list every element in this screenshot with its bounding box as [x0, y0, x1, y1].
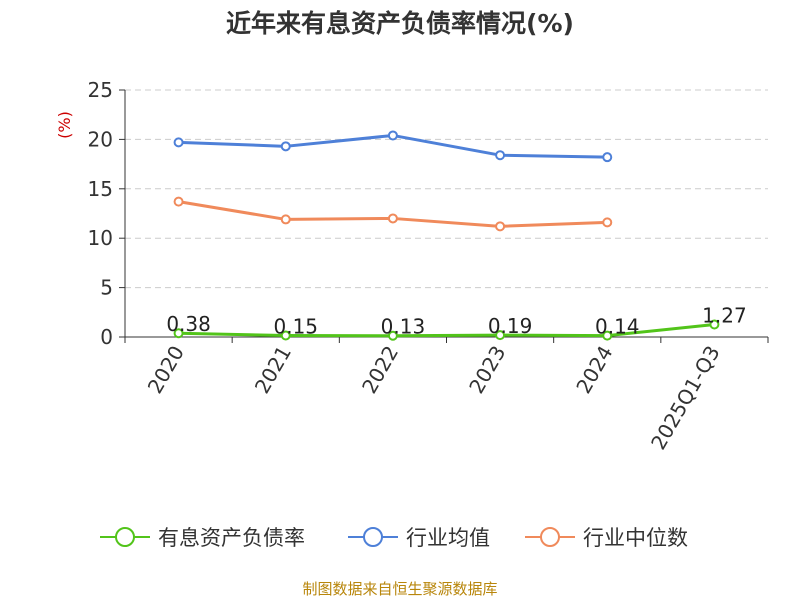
data-point — [495, 330, 506, 341]
data-point — [387, 213, 398, 224]
x-tick-label: 2020 — [143, 342, 189, 398]
data-label: 1.27 — [702, 303, 747, 327]
data-label: 0.14 — [595, 315, 640, 339]
legend-item: 有息资产负债率 — [100, 526, 305, 550]
chart-title: 近年来有息资产负债率情况(%) — [226, 9, 574, 38]
y-tick-label: 5 — [100, 276, 113, 300]
legend-item: 行业均值 — [348, 526, 490, 550]
source-note: 制图数据来自恒生聚源数据库 — [302, 580, 498, 598]
series-lines — [173, 130, 720, 341]
y-tick-label: 0 — [100, 325, 113, 349]
data-point — [280, 214, 291, 225]
legend-label: 有息资产负债率 — [158, 526, 305, 550]
data-labels: 0.38 0.15 0.13 0.19 0.14 1.27 — [166, 303, 746, 338]
x-tick-label: 2023 — [464, 342, 510, 398]
data-point — [602, 330, 613, 341]
legend-marker — [363, 527, 383, 547]
legend-label: 行业均值 — [406, 526, 490, 550]
data-point — [173, 137, 184, 148]
data-label: 0.15 — [273, 315, 318, 339]
data-point — [387, 330, 398, 341]
grid-lines — [125, 89, 768, 289]
y-tick-label: 20 — [88, 127, 113, 151]
data-point — [495, 150, 506, 161]
axes: 0 5 10 15 20 25 (%) 2020 2021 2022 2023 2024 2025Q1-… — [55, 78, 769, 454]
y-axis-label: (%) — [55, 111, 74, 139]
y-tick-label: 10 — [88, 226, 113, 250]
data-point — [602, 217, 613, 228]
data-label: 0.19 — [488, 314, 533, 338]
series-line — [178, 322, 715, 338]
x-tick-label: 2024 — [571, 342, 617, 398]
data-point — [173, 196, 184, 207]
data-point — [495, 221, 506, 232]
legend-item: 行业中位数 — [525, 526, 688, 550]
data-point — [602, 152, 613, 163]
data-label: 0.13 — [381, 315, 426, 339]
data-point — [280, 330, 291, 341]
legend-marker — [115, 527, 135, 547]
x-tick-label: 2021 — [250, 342, 296, 398]
x-tick-label: 2022 — [357, 342, 403, 398]
y-tick-label: 15 — [88, 177, 113, 201]
legend-marker — [540, 527, 560, 547]
data-label: 0.38 — [166, 312, 211, 336]
legend-label: 行业中位数 — [583, 526, 688, 550]
data-point — [387, 130, 398, 141]
y-tick-label: 25 — [88, 78, 113, 102]
x-tick-label: 2025Q1-Q3 — [646, 342, 725, 454]
data-point — [280, 141, 291, 152]
data-point — [173, 328, 184, 339]
data-point — [709, 319, 720, 330]
legend: 有息资产负债率 行业均值 行业中位数 — [100, 526, 688, 550]
